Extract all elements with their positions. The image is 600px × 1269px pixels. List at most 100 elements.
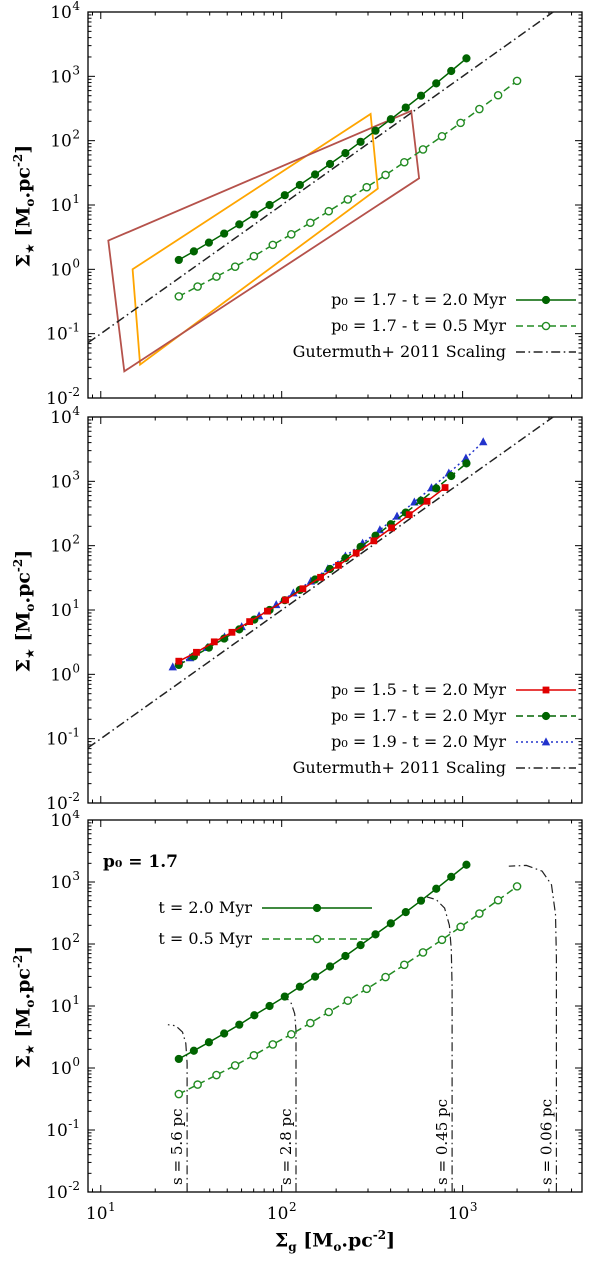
y-title-subscript: ★ xyxy=(23,1044,38,1055)
svg-text:102: 102 xyxy=(267,1200,297,1224)
axis-ticks xyxy=(88,819,582,1193)
size-contour-label: s = 0.06 pc xyxy=(537,1099,555,1185)
svg-text:10-2: 10-2 xyxy=(46,385,80,405)
svg-text:104: 104 xyxy=(50,405,80,428)
dark-red-region xyxy=(107,109,421,373)
series-Gutermuth+ 2011 Scaling xyxy=(87,416,554,749)
legend: t = 2.0 Myr t = 0.5 Myr xyxy=(158,898,372,948)
y-title-unit-open: [M xyxy=(12,1007,35,1045)
panel-1-chart: 10-2 10-1 100 101 102 103 104 p₀ = 1.7 - t = 2.… xyxy=(46,0,583,405)
y-title-symbol: Σ xyxy=(12,253,35,268)
y-title-unit-mid: .pc xyxy=(12,572,35,604)
svg-text:103: 103 xyxy=(448,1200,478,1224)
svg-text:10-1: 10-1 xyxy=(46,321,80,345)
panel-2: 10-2 10-1 100 101 102 103 104 p₀ = 1.5 - t = 2.… xyxy=(46,405,583,810)
y-axis-title-panel-2: Σ★ [Mo.pc-2] xyxy=(11,501,37,721)
svg-text:100: 100 xyxy=(50,661,80,685)
y-tick-labels: 10-2 10-1 100 101 102 103 104 xyxy=(46,810,80,1203)
size-contour xyxy=(508,864,557,1192)
svg-text:104: 104 xyxy=(50,0,80,23)
legend-label: t = 0.5 Myr xyxy=(158,929,252,948)
y-tick-labels: 10-2 10-1 100 101 102 103 104 xyxy=(46,405,80,810)
plot-frame xyxy=(87,819,583,1193)
y-title-unit-sup: -2 xyxy=(10,954,25,969)
svg-text:103: 103 xyxy=(50,63,80,87)
svg-text:101: 101 xyxy=(86,1200,116,1224)
y-title-unit-sub: o xyxy=(23,999,38,1008)
panel-1: 10-2 10-1 100 101 102 103 104 p₀ = 1.7 - t = 2.… xyxy=(46,0,583,405)
y-title-unit-close: ] xyxy=(12,144,35,154)
series-p₀ = 1.5 - t = 2.0 Myr xyxy=(175,484,449,665)
legend-label: p₀ = 1.5 - t = 2.0 Myr xyxy=(331,680,506,699)
svg-text:103: 103 xyxy=(50,468,80,492)
y-title-unit-sub: o xyxy=(23,603,38,612)
series-p₀ = 1.9 - t = 2.0 Myr xyxy=(168,437,488,671)
svg-text:10-2: 10-2 xyxy=(46,790,80,810)
x-axis-title: Σg [Mo.pc-2] xyxy=(88,1228,582,1254)
size-contour-label: s = 5.6 pc xyxy=(168,1108,186,1184)
series-p₀ = 1.7 - t = 0.5 Myr xyxy=(174,76,522,301)
x-title-unit-open: [M xyxy=(296,1229,334,1252)
svg-text:10-1: 10-1 xyxy=(46,726,80,750)
y-title-unit-open: [M xyxy=(12,206,35,244)
svg-text:101: 101 xyxy=(50,993,80,1017)
y-axis-title-panel-1: Σ★ [Mo.pc-2] xyxy=(11,96,37,316)
series-t = 0.5 Myr xyxy=(174,882,522,1099)
x-tick-labels: 101 102 103 xyxy=(86,1200,478,1224)
panel-2-chart: 10-2 10-1 100 101 102 103 104 p₀ = 1.5 - t = 2.… xyxy=(46,405,583,810)
axis-ticks xyxy=(88,416,582,804)
size-contour xyxy=(426,896,453,1192)
y-title-symbol: Σ xyxy=(12,658,35,673)
plot-frame xyxy=(87,11,583,399)
y-title-subscript: ★ xyxy=(23,648,38,659)
y-title-unit-mid: .pc xyxy=(12,167,35,199)
legend: p₀ = 1.7 - t = 2.0 Myr p₀ = 1.7 - t = 0.5… xyxy=(293,290,576,361)
y-axis-title-panel-3: Σ★ [Mo.pc-2] xyxy=(11,897,37,1117)
svg-text:102: 102 xyxy=(50,533,80,557)
axis-ticks xyxy=(88,11,582,399)
legend-label: p₀ = 1.7 - t = 0.5 Myr xyxy=(331,316,506,335)
legend-label: Gutermuth+ 2011 Scaling xyxy=(293,342,506,361)
x-title-symbol: Σ xyxy=(274,1229,289,1252)
y-title-unit-mid: .pc xyxy=(12,968,35,1000)
series-t = 2.0 Myr xyxy=(174,860,471,1064)
y-title-unit-open: [M xyxy=(12,611,35,649)
legend-label: p₀ = 1.7 - t = 2.0 Myr xyxy=(331,290,506,309)
svg-text:104: 104 xyxy=(50,810,80,831)
x-title-unit-mid: .pc xyxy=(341,1229,373,1252)
legend-label: p₀ = 1.7 - t = 2.0 Myr xyxy=(331,706,506,725)
size-contour-label: s = 0.45 pc xyxy=(433,1099,451,1185)
y-title-unit-sub: o xyxy=(23,198,38,207)
y-title-subscript: ★ xyxy=(23,243,38,254)
series-p₀ = 1.7 - t = 2.0 Myr xyxy=(174,459,471,670)
svg-text:102: 102 xyxy=(50,128,80,152)
y-title-unit-close: ] xyxy=(12,945,35,955)
y-title-unit-sup: -2 xyxy=(10,153,25,168)
y-title-symbol: Σ xyxy=(12,1054,35,1069)
legend: p₀ = 1.5 - t = 2.0 Myr p₀ = 1.7 - t = 2.0… xyxy=(293,680,576,777)
svg-text:100: 100 xyxy=(50,1055,80,1079)
legend-label: t = 2.0 Myr xyxy=(158,898,252,917)
orange-region xyxy=(131,112,379,367)
size-contour xyxy=(167,1024,188,1192)
x-title-subscript: g xyxy=(288,1240,297,1255)
y-title-unit-sup: -2 xyxy=(10,558,25,573)
svg-text:100: 100 xyxy=(50,256,80,280)
svg-text:10-2: 10-2 xyxy=(46,1179,80,1203)
panel-3-chart: 10-2 10-1 100 101 102 103 104 101 102 103 s = 5.6 … xyxy=(46,810,583,1224)
y-tick-labels: 10-2 10-1 100 101 102 103 104 xyxy=(46,0,80,405)
legend-label: Gutermuth+ 2011 Scaling xyxy=(293,758,506,777)
svg-text:101: 101 xyxy=(50,192,80,216)
x-title-unit-sub: o xyxy=(333,1240,342,1255)
series-Gutermuth+ 2011 Scaling xyxy=(87,11,554,344)
series-p₀ = 1.7 - t = 2.0 Myr xyxy=(174,54,471,265)
y-title-unit-close: ] xyxy=(12,549,35,559)
svg-text:10-1: 10-1 xyxy=(46,1117,80,1141)
legend-label: p₀ = 1.9 - t = 2.0 Myr xyxy=(331,732,506,751)
panel-3: 10-2 10-1 100 101 102 103 104 101 102 103 s = 5.6 … xyxy=(46,810,583,1224)
svg-text:101: 101 xyxy=(50,597,80,621)
x-title-unit-close: ] xyxy=(386,1229,396,1252)
x-title-unit-sup: -2 xyxy=(372,1228,387,1242)
svg-text:103: 103 xyxy=(50,869,80,893)
